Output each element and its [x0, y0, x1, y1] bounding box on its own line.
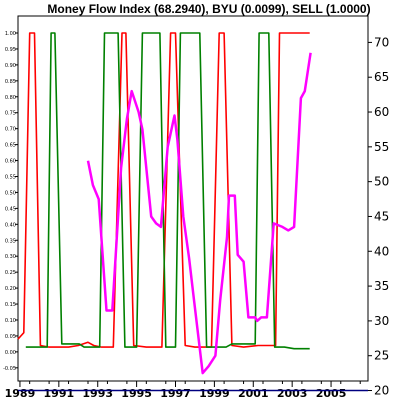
left-axis-tick-label: 0.90: [5, 63, 16, 69]
right-axis-tick-label: 50: [374, 175, 389, 189]
x-axis-tick-label: 1993: [82, 387, 113, 400]
right-axis-tick-label: 65: [374, 70, 389, 84]
left-axis-tick-label: 0.55: [5, 174, 16, 180]
left-axis-tick-label: 0.20: [5, 286, 16, 292]
left-axis-tick-label: 0.15: [5, 302, 16, 308]
right-axis-tick-label: 55: [374, 140, 389, 154]
left-axis-tick-label: 0.95: [5, 47, 16, 53]
left-axis-tick-label: 0.40: [5, 222, 16, 228]
red-signal-line: [17, 32, 310, 348]
right-axis-tick-label: 35: [374, 279, 389, 293]
right-axis-tick-label: 40: [374, 244, 389, 258]
right-axis-tick-label: 60: [374, 105, 389, 119]
chart-title: Money Flow Index (68.2940), BYU (0.0099)…: [47, 2, 370, 16]
left-axis-tick-label: 0.05: [5, 334, 16, 340]
x-axis-tick-label: 1995: [121, 387, 152, 400]
left-axis-tick-label: 0.25: [5, 270, 16, 276]
left-axis-tick-label: 0.50: [5, 190, 16, 196]
x-axis-tick-label: 2003: [277, 387, 308, 400]
left-axis-tick-label: 0.30: [5, 254, 16, 260]
left-axis-tick-label: 0.60: [5, 159, 16, 165]
left-axis-tick-label: 0.85: [5, 79, 16, 85]
left-axis-tick-label: 0.00: [5, 350, 16, 356]
green-signal-line: [25, 32, 310, 350]
left-axis-tick-label: 0.75: [5, 111, 16, 117]
right-axis-tick-label: 25: [374, 349, 389, 363]
left-axis-tick-label: 1.00: [5, 31, 16, 37]
magenta-mfi-line: [86, 52, 312, 375]
x-axis-tick-label: 1997: [160, 387, 191, 400]
x-axis-tick-label: 2001: [238, 387, 269, 400]
x-axis-tick-label: 1989: [5, 387, 36, 400]
left-axis-tick-label: -0.05: [3, 366, 16, 372]
x-axis-tick-label: 1991: [44, 387, 75, 400]
left-axis-tick-label: 0.80: [5, 95, 16, 101]
x-axis-tick-label: 2005: [316, 387, 347, 400]
left-axis-tick-label: 0.45: [5, 206, 16, 212]
plot-frame: [17, 15, 369, 382]
right-axis-tick-label: 30: [374, 314, 389, 328]
left-axis-tick-label: 0.65: [5, 143, 16, 149]
right-axis-tick-label: 20: [374, 384, 389, 398]
right-axis-tick-label: 70: [374, 35, 389, 49]
left-axis-tick-label: 0.70: [5, 127, 16, 133]
left-axis-tick-label: 0.10: [5, 318, 16, 324]
x-axis-tick-label: 1999: [199, 387, 230, 400]
right-axis-tick-label: 45: [374, 209, 389, 223]
left-axis-tick-label: 0.35: [5, 238, 16, 244]
